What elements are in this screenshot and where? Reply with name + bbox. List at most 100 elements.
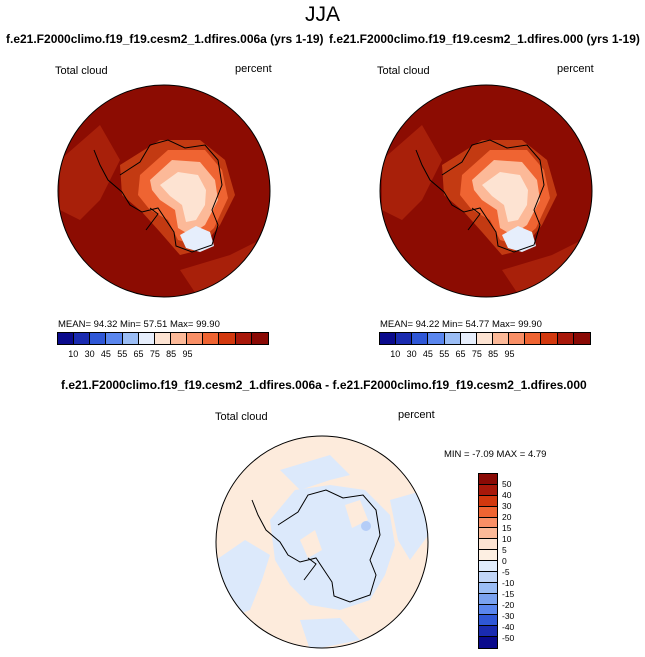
diff-colorbar-swatch [479,550,497,561]
right-colorbar-swatch [541,333,558,344]
diff-colorbar-swatch [479,474,497,485]
right-colorbar-tick: 55 [439,349,450,359]
right-colorbar-swatch [573,333,590,344]
diff-colorbar-tick: -30 [502,611,515,621]
diff-colorbar-tick: -10 [502,578,515,588]
right-colorbar-tick: 65 [455,349,466,359]
left-colorbar-tick: 10 [68,349,79,359]
diff-colorbar-tick: 50 [502,479,512,489]
diff-colorbar-tick: 30 [502,501,512,511]
left-colorbar-swatch [122,333,139,344]
left-colorbar-swatch [58,333,75,344]
right-coastline [415,139,545,253]
diff-colorbar-tick: -5 [502,567,510,577]
diff-colorbar-tick: 15 [502,523,512,533]
diff-colorbar-tick: 10 [502,534,512,544]
left-colorbar-swatch [138,333,155,344]
diff-colorbar-swatch [479,582,497,594]
left-colorbar-swatch [235,333,252,344]
right-colorbar-tick: 45 [422,349,433,359]
diff-colorbar-swatch [479,626,497,638]
diff-colorbar-swatch [479,593,497,605]
diff-colorbar-tick: -40 [502,622,515,632]
left-stats: MEAN= 94.32 Min= 57.51 Max= 99.90 [58,319,220,330]
right-colorbar-swatch [525,333,542,344]
right-colorbar [379,332,591,345]
left-colorbar-swatch [251,333,268,344]
left-colorbar-tick: 65 [133,349,144,359]
left-colorbar-tick: 95 [182,349,193,359]
diff-colorbar-swatch [479,517,497,529]
right-colorbar-tick: 85 [488,349,499,359]
right-colorbar-swatch [412,333,429,344]
right-colorbar-ticks: 10 30 45 55 65 75 85 95 [379,349,591,361]
diff-colorbar-swatch [479,495,497,507]
diff-colorbar-swatch [479,604,497,616]
diff-colorbar-swatch [479,539,497,551]
diff-colorbar-tick: -15 [502,589,515,599]
right-variable-label: Total cloud [377,65,430,77]
left-colorbar-swatch [203,333,220,344]
right-colorbar-swatch [396,333,413,344]
left-colorbar-swatch [170,333,188,344]
left-variable-label: Total cloud [55,65,108,77]
left-colorbar-tick: 55 [117,349,128,359]
left-colorbar-swatch [106,333,123,344]
diff-colorbar-tick: -50 [502,633,515,643]
diff-variable-label: Total cloud [215,411,268,423]
diff-colorbar-swatch [479,615,497,627]
right-colorbar-swatch [380,333,397,344]
diff-colorbar-tick: 20 [502,512,512,522]
diff-units-label: percent [398,409,435,421]
diff-colorbar-tick: 0 [502,556,507,566]
left-colorbar-swatch [187,333,204,344]
right-units-label: percent [557,63,594,75]
right-colorbar-swatch [444,333,461,344]
left-colorbar-swatch [219,333,236,344]
left-panel-title: f.e21.F2000climo.f19_f19.cesm2_1.dfires.… [6,32,324,46]
left-colorbar-tick: 45 [100,349,111,359]
left-colorbar-swatch [90,333,107,344]
diff-colorbar-swatch [479,484,497,496]
diff-colorbar-ticks: 50 40 30 20 15 10 5 0 -5 -10 -15 -20 -30 -40 -50 [502,473,532,649]
diff-colorbar-tick: 5 [502,545,507,555]
right-colorbar-tick: 30 [406,349,417,359]
figure-title: JJA [304,3,340,26]
diff-coastline [251,489,381,603]
left-colorbar-ticks: 10 30 45 55 65 75 85 95 [57,349,269,361]
right-colorbar-swatch [476,333,493,344]
right-colorbar-swatch [557,333,574,344]
diff-colorbar-swatch [479,637,497,648]
left-map-field [58,85,270,297]
right-colorbar-swatch [509,333,526,344]
diff-panel-title: f.e21.F2000climo.f19_f19.cesm2_1.dfires.… [61,378,587,392]
right-colorbar-tick: 95 [504,349,515,359]
right-map-field [380,85,592,297]
right-panel-title: f.e21.F2000climo.f19_f19.cesm2_1.dfires.… [329,32,640,46]
diff-stats: MIN = -7.09 MAX = 4.79 [444,449,547,460]
diff-colorbar-tick: -20 [502,600,515,610]
right-colorbar-swatch [460,333,477,344]
diff-colorbar-swatch [479,506,497,518]
left-coastline [93,139,223,253]
left-colorbar-swatch [74,333,91,344]
left-units-label: percent [235,63,272,75]
diff-map-field [216,436,428,648]
left-colorbar-swatch [154,333,171,344]
left-colorbar-tick: 75 [149,349,160,359]
right-stats: MEAN= 94.22 Min= 54.77 Max= 99.90 [380,319,542,330]
diff-colorbar [478,473,498,649]
diff-colorbar-swatch [479,561,497,572]
right-colorbar-tick: 10 [390,349,401,359]
right-colorbar-tick: 75 [471,349,482,359]
left-colorbar [57,332,269,345]
right-colorbar-swatch [492,333,510,344]
diff-colorbar-swatch [479,571,497,583]
right-colorbar-swatch [428,333,445,344]
left-colorbar-tick: 30 [84,349,95,359]
diff-colorbar-swatch [479,528,497,540]
diff-colorbar-tick: 40 [502,490,512,500]
